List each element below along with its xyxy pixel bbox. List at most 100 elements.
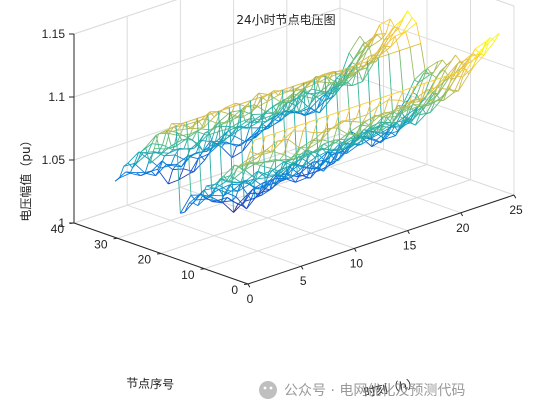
surface-edge [276, 161, 289, 176]
surface-edge [218, 107, 230, 112]
surface-edge [377, 97, 383, 107]
surface-edge [155, 164, 167, 176]
surface-edge [325, 148, 331, 153]
surface-edge [364, 61, 376, 66]
surface-edge [324, 84, 336, 94]
surface-edge [260, 136, 266, 156]
surface-edge [129, 172, 141, 177]
surface-edge [295, 174, 301, 183]
surface-edge [302, 152, 308, 159]
surface-edge [459, 55, 472, 70]
surface-edge [288, 165, 301, 176]
y-axis-label: 节点序号 [126, 375, 175, 392]
surface-edge [294, 96, 300, 112]
z-axis-label: 电压幅值（pu） [18, 134, 33, 221]
surface-edge [334, 81, 340, 86]
y-tick-label: 10 [181, 268, 195, 282]
surface-edge [377, 38, 389, 55]
surface-edge [371, 44, 383, 62]
surface-edge [431, 59, 443, 75]
surface-edge [373, 112, 385, 118]
surface-edge [313, 81, 319, 99]
surface-edge [405, 31, 411, 48]
surface-edge [384, 135, 396, 140]
surface-edge [392, 90, 404, 95]
surface-edge [363, 131, 369, 141]
surface-edge [386, 125, 393, 135]
surface-edge [180, 211, 185, 214]
surface-edge [398, 104, 410, 108]
surface-edge [443, 92, 455, 101]
surface-edge [415, 98, 421, 102]
surface-edge [179, 125, 185, 137]
surface-edge [319, 99, 331, 113]
surface-edge [245, 100, 251, 107]
surface-edge [319, 101, 325, 113]
surface-edge [201, 185, 207, 197]
surface-edge [364, 45, 370, 48]
surface-edge [283, 139, 289, 155]
surface-edge [202, 135, 208, 152]
surface-edge [349, 124, 361, 133]
surface-edge [353, 139, 365, 146]
surface-edge [386, 45, 391, 48]
surface-edge [274, 119, 280, 122]
surface-edge [394, 107, 406, 113]
surface-edge [247, 121, 259, 129]
x-tick-mark [300, 265, 304, 270]
surface-edge [171, 123, 177, 126]
surface-edge [312, 165, 324, 172]
surface-edge [390, 35, 396, 47]
surface-edge [256, 101, 268, 108]
surface-edge [447, 75, 453, 90]
x-axis-line [247, 194, 515, 285]
surface-edge [378, 116, 384, 126]
surface-edge [233, 201, 245, 213]
surface-edge [249, 151, 261, 156]
surface-edge [430, 80, 442, 93]
surface-edge [317, 92, 329, 95]
grid-line [339, 70, 515, 133]
surface-edge [208, 132, 215, 148]
surface-edge [360, 100, 372, 106]
surface-edge [447, 89, 459, 92]
surface-edge [289, 147, 302, 160]
surface-edge [241, 188, 254, 206]
surface-edge [279, 158, 291, 161]
surface-edge [183, 125, 189, 130]
surface-edge [277, 140, 282, 142]
surface-edge [271, 89, 283, 94]
surface-edge [451, 61, 463, 80]
surface-edge [213, 140, 225, 148]
surface-edge [145, 134, 157, 148]
surface-edge [345, 108, 351, 121]
surface-edge [149, 154, 161, 164]
surface-edge [366, 126, 372, 139]
surface-edge [242, 163, 248, 172]
surface-edge [189, 171, 195, 174]
surface-edge [276, 172, 282, 176]
surface-edge [387, 130, 399, 136]
surface-edge [201, 128, 212, 131]
y-tick-label: 40 [51, 222, 65, 236]
surface-edge [119, 166, 125, 179]
x-tick-mark [513, 194, 517, 199]
surface-edge [422, 98, 433, 102]
surface-edge [281, 131, 293, 142]
surface-edge [232, 170, 244, 181]
surface-edge [347, 133, 359, 136]
surface-edge [384, 45, 390, 55]
surface-edge [184, 199, 196, 213]
surface-edge [393, 111, 405, 121]
surface-edge [305, 80, 311, 89]
surface-edge [351, 121, 363, 123]
surface-edge [204, 153, 210, 161]
surface-edge [387, 118, 393, 124]
surface-edge [322, 71, 334, 76]
surface-edge [357, 70, 364, 82]
surface-edge [298, 153, 310, 158]
surface-edge [250, 96, 262, 101]
watermark: 公众号 · 电网优化及预测代码 [259, 381, 465, 399]
surface-edge [316, 153, 329, 164]
surface-edge [230, 111, 236, 130]
